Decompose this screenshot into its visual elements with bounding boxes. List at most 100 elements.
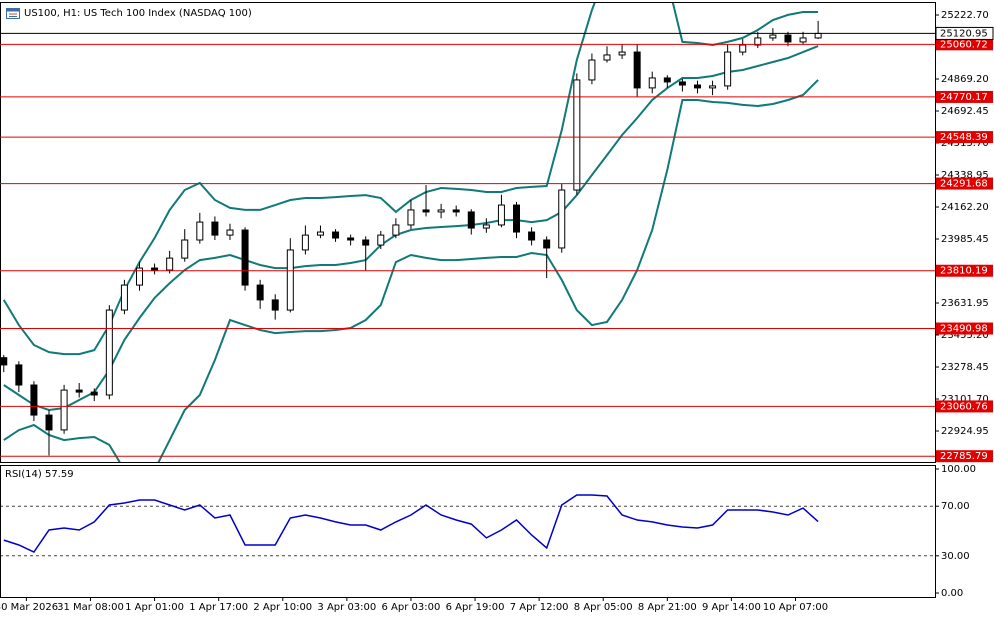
y-tick-label: 100.00 xyxy=(941,464,976,475)
candle-body xyxy=(422,209,430,213)
level-label: 24770.17 xyxy=(940,92,988,103)
y-tick-label: 23278.45 xyxy=(941,362,989,373)
candle-body xyxy=(588,59,596,81)
level-label: 23490.98 xyxy=(940,324,988,335)
candle-body xyxy=(60,389,68,431)
candle-body xyxy=(437,209,445,213)
level-label-box xyxy=(936,322,993,335)
x-tick-label: 7 Apr 12:00 xyxy=(510,602,569,613)
x-tick-label: 6 Apr 19:00 xyxy=(446,602,505,613)
candle-body xyxy=(603,54,611,61)
candle-body xyxy=(271,299,279,311)
candle-body xyxy=(452,209,460,213)
main-plot xyxy=(1,3,822,462)
candle-body xyxy=(573,79,581,191)
candle-body xyxy=(75,389,83,393)
candle-body xyxy=(226,229,234,236)
candle-body xyxy=(181,239,189,259)
chart-title: US100, H1: US Tech 100 Index (NASDAQ 100… xyxy=(24,8,252,19)
candle-body xyxy=(528,231,536,241)
candle-body xyxy=(286,249,294,311)
band-lower xyxy=(3,79,819,462)
candle-body xyxy=(814,32,822,39)
y-tick-label: 25222.70 xyxy=(941,10,989,21)
candle-body xyxy=(407,209,415,226)
candle-body xyxy=(256,284,264,301)
candle-body xyxy=(332,231,340,239)
main-frame xyxy=(0,2,936,463)
x-tick-label: 30 Mar 2026 xyxy=(0,602,58,613)
candle-body xyxy=(497,204,505,226)
candle-body xyxy=(316,231,324,236)
candle-body xyxy=(709,85,717,89)
candle-body xyxy=(482,224,490,229)
candle-body xyxy=(618,51,626,56)
candle-body xyxy=(754,37,762,46)
candle-body xyxy=(558,189,566,249)
level-label-box xyxy=(936,264,993,277)
level-label: 23810.19 xyxy=(940,266,988,277)
candle-body xyxy=(15,364,23,386)
last-price-label: 25120.95 xyxy=(940,28,988,39)
y-tick-label: 22924.95 xyxy=(941,426,989,437)
x-tick-label: 1 Apr 01:00 xyxy=(125,602,184,613)
candle-body xyxy=(30,384,38,416)
y-tick-label: 70.00 xyxy=(941,501,970,512)
level-label: 24291.68 xyxy=(940,179,988,190)
y-tick-label: 24692.45 xyxy=(941,106,989,117)
y-tick-label: 24338.95 xyxy=(941,170,989,181)
candle-body xyxy=(769,34,777,39)
candle-body xyxy=(347,237,355,241)
y-tick-label: 0.00 xyxy=(941,588,963,599)
candle-body xyxy=(377,234,385,246)
symbol-icon xyxy=(6,8,20,19)
candle-body xyxy=(301,234,309,251)
candle-body xyxy=(543,239,551,249)
level-label: 24548.39 xyxy=(940,132,988,143)
candle-body xyxy=(513,204,521,233)
x-tick-label: 9 Apr 14:00 xyxy=(702,602,761,613)
rsi-frame xyxy=(0,465,936,598)
x-tick-label: 31 Mar 08:00 xyxy=(57,602,124,613)
y-tick-label: 24869.20 xyxy=(941,74,989,85)
candle-body xyxy=(739,44,747,53)
rsi-title: RSI(14) 57.59 xyxy=(5,469,74,480)
candle-body xyxy=(135,267,143,286)
level-label-box xyxy=(936,450,993,463)
band-middle xyxy=(3,45,819,412)
candle-body xyxy=(799,37,807,43)
x-tick-label: 1 Apr 17:00 xyxy=(189,602,248,613)
level-label: 22785.79 xyxy=(940,451,988,462)
candle-body xyxy=(105,309,113,396)
candle-body xyxy=(693,84,701,89)
candle-body xyxy=(120,284,128,311)
last-price-box xyxy=(935,26,994,40)
candle-body xyxy=(45,414,53,431)
level-label: 25060.72 xyxy=(940,39,988,50)
x-tick-label: 3 Apr 03:00 xyxy=(317,602,376,613)
level-label: 23060.76 xyxy=(940,401,988,412)
x-tick-label: 2 Apr 10:00 xyxy=(253,602,312,613)
candle-body xyxy=(362,239,370,246)
level-label-box xyxy=(936,90,993,103)
level-label-box xyxy=(936,38,993,51)
level-label-box xyxy=(936,400,993,413)
candle-body xyxy=(663,77,671,83)
candle-body xyxy=(467,211,475,229)
x-tick-label: 10 Apr 07:00 xyxy=(763,602,828,613)
candle-body xyxy=(724,51,732,87)
rsi-plot xyxy=(1,494,935,557)
y-tick-label: 30.00 xyxy=(941,551,970,562)
candle-body xyxy=(678,81,686,86)
y-tick-label: 23101.70 xyxy=(941,394,989,405)
x-tick-label: 8 Apr 05:00 xyxy=(574,602,633,613)
candle-body xyxy=(633,51,641,89)
candle-body xyxy=(784,34,792,43)
y-tick-label: 23631.95 xyxy=(941,298,989,309)
candle-body xyxy=(1,357,8,366)
y-tick-label: 23455.20 xyxy=(941,330,989,341)
level-label-box xyxy=(936,131,993,144)
candle-body xyxy=(151,267,159,271)
y-tick-label: 23985.45 xyxy=(941,234,989,245)
rsi-line xyxy=(3,494,819,553)
